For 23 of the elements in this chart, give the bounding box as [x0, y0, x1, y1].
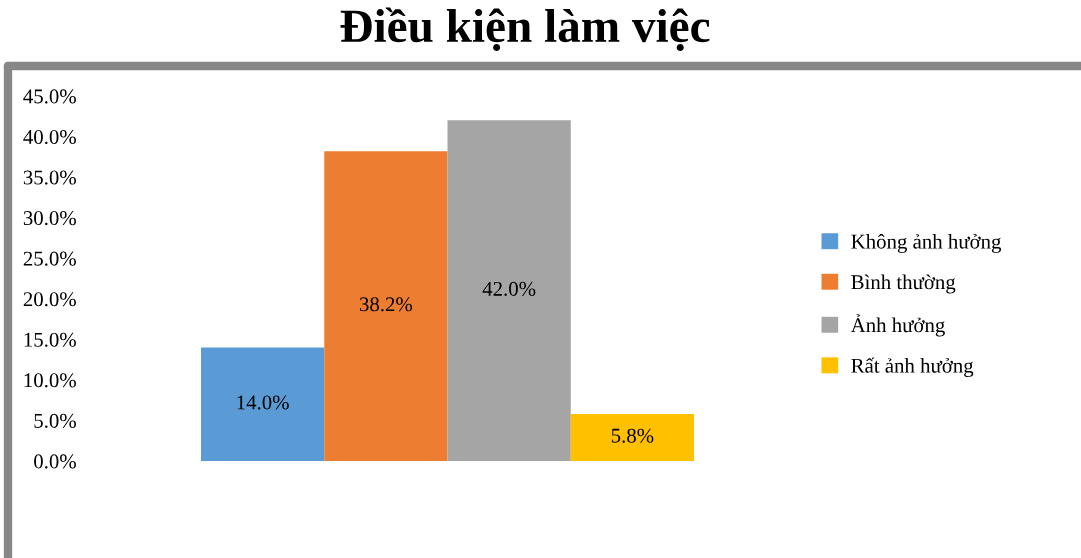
bar [324, 151, 448, 461]
y-tick-label: 15.0% [24, 332, 76, 347]
legend-label: Bình thường [851, 274, 956, 294]
legend-label: Rất ảnh hưởng [851, 357, 974, 378]
y-tick-label: 25.0% [23, 251, 76, 266]
y-tick-label: 30.0% [23, 211, 76, 226]
y-tick-label: 0.0% [34, 454, 76, 469]
y-tick-label: 20.0% [23, 292, 76, 307]
data-label: 38.2% [359, 297, 413, 312]
bar [570, 413, 694, 461]
legend-label: Không ảnh hưởng [851, 233, 1002, 253]
y-tick-label: 35.0% [23, 170, 76, 185]
chart-title: Điều kiện làm việc [340, 7, 710, 52]
data-label: 42.0% [482, 281, 536, 296]
y-tick-label: 40.0% [23, 129, 76, 145]
y-tick-label: 5.0% [34, 413, 76, 428]
y-tick-label: 45.0% [23, 89, 76, 104]
bar [201, 347, 325, 461]
y-tick-label: 10.0% [24, 373, 76, 388]
data-label: 14.0% [237, 395, 289, 410]
legend-label: Ảnh hưởng [850, 314, 945, 337]
data-label: 5.8% [611, 428, 654, 443]
bar [447, 120, 571, 461]
